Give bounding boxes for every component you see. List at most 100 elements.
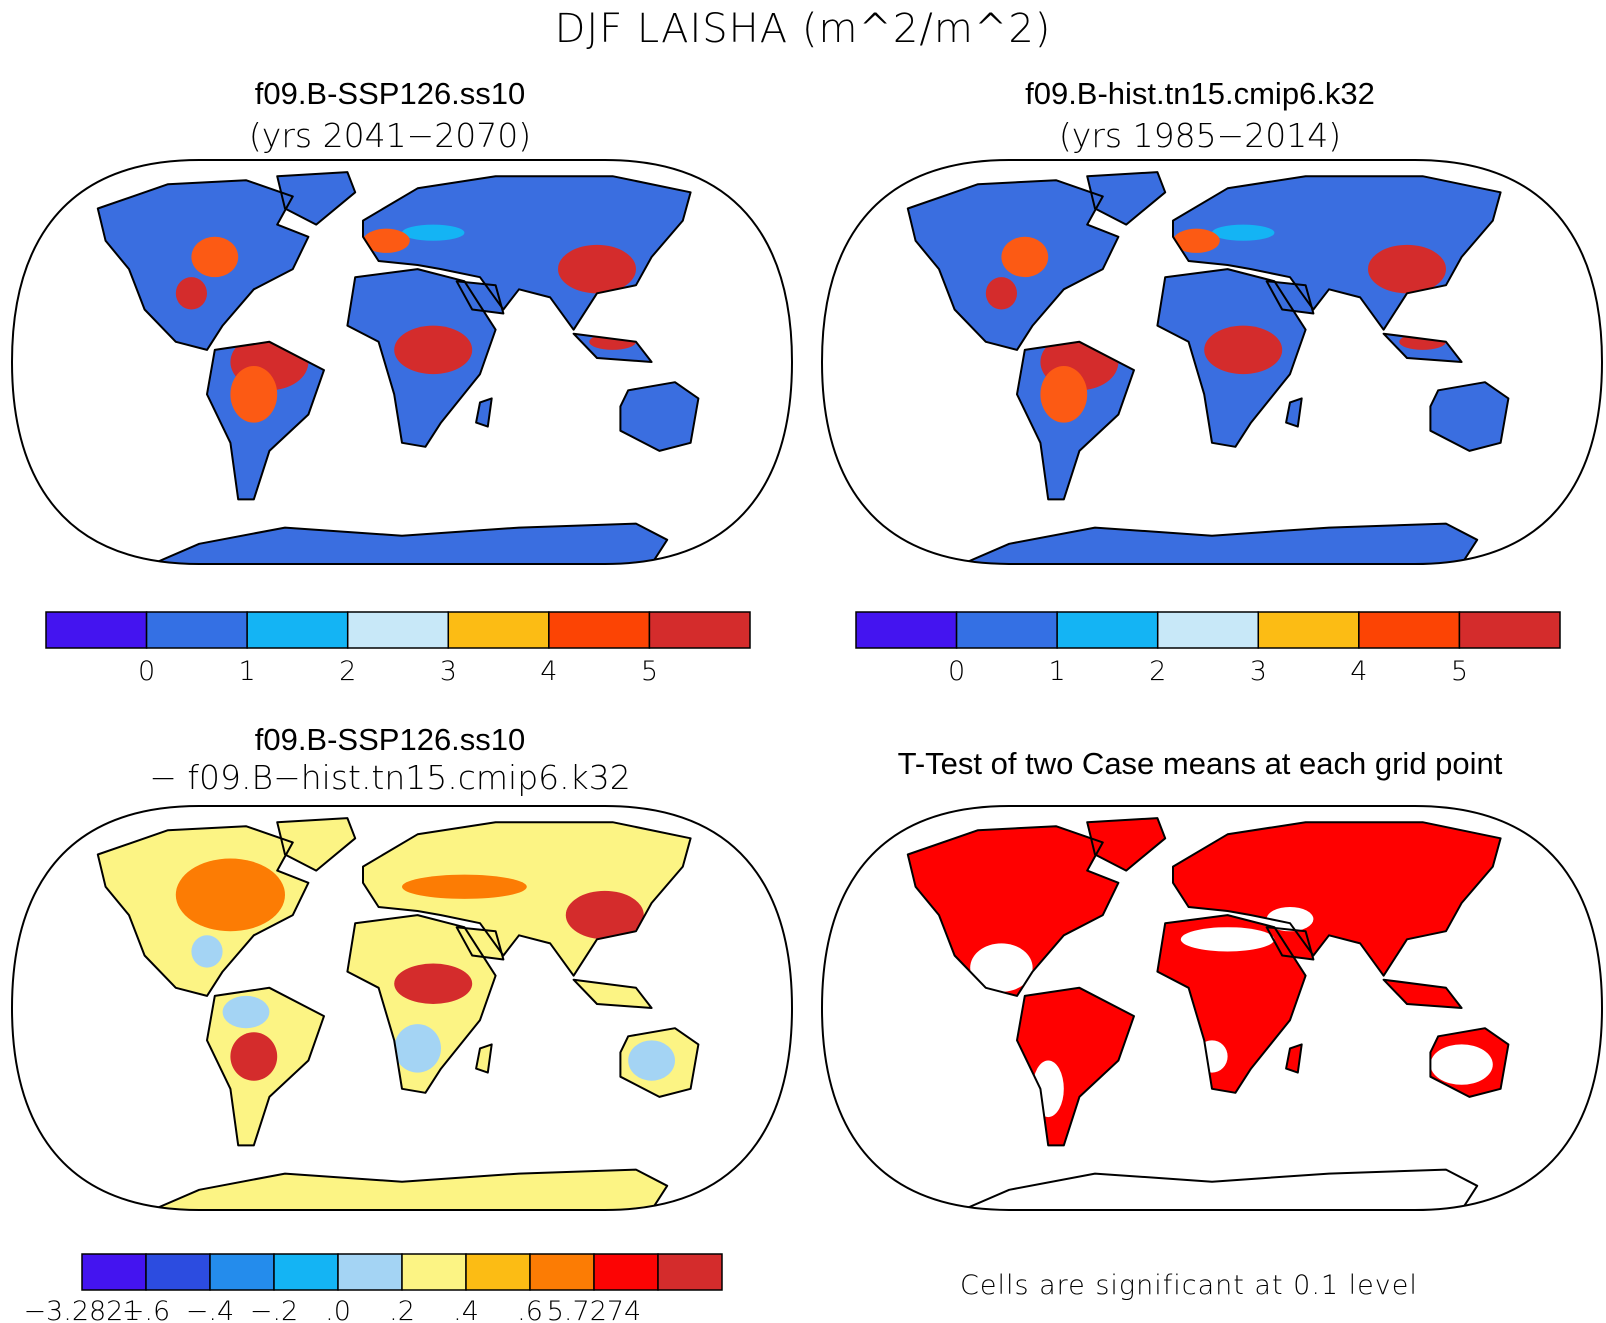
- significance-note: Cells are significant at 0.1 level: [960, 1270, 1418, 1301]
- colorbar-tick-label: 4: [1350, 656, 1367, 687]
- coastline-madagascar: [1285, 1043, 1303, 1074]
- colorbar-box: [209, 1253, 275, 1291]
- field-hotspots: [175, 858, 675, 1081]
- continent-greenland: [277, 818, 356, 871]
- continent-indonesia: [1383, 979, 1462, 1008]
- colorbar-box: [657, 1253, 723, 1291]
- continent-arabia: [456, 281, 504, 314]
- map-panel-2: [820, 159, 1604, 565]
- hotspot: [1204, 325, 1283, 375]
- continent-arabia: [1266, 281, 1314, 314]
- hotspot: [1173, 228, 1220, 253]
- colorbar-tick-label: 4: [540, 656, 557, 687]
- map-panel-1: [10, 159, 794, 565]
- coastline-antarctica: [151, 1168, 669, 1210]
- panel-2-subtitle: (yrs 1985−2014): [1058, 116, 1342, 155]
- hotspot: [1368, 244, 1446, 294]
- coastline-madagascar: [1285, 397, 1303, 428]
- coastline-north-america: [96, 179, 310, 351]
- colorbar-box: [337, 1253, 403, 1291]
- colorbar-tick-label: −.2: [250, 1296, 298, 1323]
- hotspot: [402, 874, 527, 899]
- map-panel-3: [10, 805, 794, 1211]
- colorbar-box: [45, 611, 148, 649]
- continent-antarctica: [152, 1169, 668, 1210]
- coastline-south-america: [1016, 986, 1135, 1147]
- continent-arabia: [1266, 927, 1314, 960]
- colorbar-tick-label: 0: [948, 656, 965, 687]
- hotspot: [175, 277, 207, 310]
- hotspot: [402, 224, 465, 241]
- colorbar-box: [1358, 611, 1461, 649]
- coastline-arabia: [1265, 926, 1315, 961]
- continent-arabia: [456, 927, 504, 960]
- panel-1-title: f09.B-SSP126.ss10: [254, 76, 526, 111]
- map-frame: [10, 159, 794, 565]
- coastline-eurasia: [362, 175, 692, 331]
- panel-2-title: f09.B-hist.tn15.cmip6.k32: [1025, 76, 1375, 111]
- field-hotspots: [970, 907, 1493, 1118]
- continent-antarctica: [152, 523, 668, 564]
- hotspot: [1040, 366, 1088, 423]
- colorbar-tick-label: 3: [1250, 656, 1267, 687]
- colorbar-box: [346, 611, 450, 649]
- continent-greenland: [1087, 172, 1166, 225]
- coastline-north-america: [96, 825, 310, 997]
- colorbar-tick-label: .2: [389, 1296, 415, 1323]
- coastline-madagascar: [475, 1043, 493, 1074]
- colorbar-box: [855, 611, 958, 649]
- hotspot: [1180, 927, 1275, 952]
- hotspot: [230, 366, 278, 423]
- colorbar-tick-label: .0: [325, 1296, 351, 1323]
- colorbar-box: [955, 611, 1058, 649]
- coastline-eurasia: [362, 821, 692, 977]
- coastline-antarctica: [151, 522, 669, 564]
- colorbar-tick-label: 1: [239, 656, 256, 687]
- colorbar-panel-3: −3.2821−.6 −.4 −.2 .0 .2 .4 .6 5.7274: [23, 1253, 723, 1323]
- colorbar-box: [1257, 611, 1360, 649]
- coastline-antarctica: [961, 522, 1479, 564]
- hotspot: [985, 277, 1018, 310]
- colorbar-box: [1458, 611, 1561, 649]
- colorbar-tick-label: 3: [440, 656, 457, 687]
- colorbar-box: [81, 1253, 147, 1291]
- coastline-australia: [619, 1027, 700, 1098]
- colorbar-box: [246, 611, 349, 649]
- colorbar-box: [648, 611, 751, 649]
- hotspot: [222, 995, 270, 1029]
- colorbar-tick-label: 5.7274: [547, 1296, 641, 1323]
- coastline-indonesia: [572, 978, 653, 1009]
- colorbar-box: [145, 611, 248, 649]
- colorbar-box: [145, 1253, 211, 1291]
- continent-antarctica: [962, 523, 1478, 564]
- coastline-australia: [1429, 381, 1510, 452]
- hotspot: [628, 1040, 675, 1081]
- panel-1-subtitle: (yrs 2041−2070): [248, 116, 532, 155]
- coastline-greenland: [276, 817, 357, 872]
- continent-antarctica: [962, 1169, 1478, 1210]
- coastline-australia: [619, 381, 700, 452]
- coastline-eurasia: [1172, 821, 1502, 977]
- coastline-africa: [346, 268, 497, 448]
- panel-4-title: T-Test of two Case means at each grid po…: [897, 746, 1503, 781]
- map-panel-4: [820, 805, 1604, 1211]
- colorbar-tick-label: .6: [517, 1296, 543, 1323]
- coastline-greenland: [1086, 817, 1167, 872]
- colorbar-panel-2: 0 1 2 3 4 5: [855, 611, 1561, 687]
- coastline-south-america: [1016, 340, 1135, 501]
- hotspot: [191, 935, 223, 968]
- colorbar-box: [465, 1253, 531, 1291]
- colorbar-box: [401, 1253, 467, 1291]
- map-frame: [10, 805, 794, 1211]
- colorbar-tick-label: −.4: [186, 1296, 234, 1323]
- continent-africa: [347, 915, 496, 1093]
- hotspot: [1001, 236, 1049, 278]
- colorbar-box: [548, 611, 651, 649]
- coastline-indonesia: [1382, 978, 1463, 1009]
- map-frame: [820, 159, 1604, 565]
- coastline-africa: [1156, 268, 1307, 448]
- colorbar-panel-1: 0 1 2 3 4 5: [45, 611, 751, 687]
- coastline-madagascar: [475, 397, 493, 428]
- hotspot: [970, 943, 1033, 992]
